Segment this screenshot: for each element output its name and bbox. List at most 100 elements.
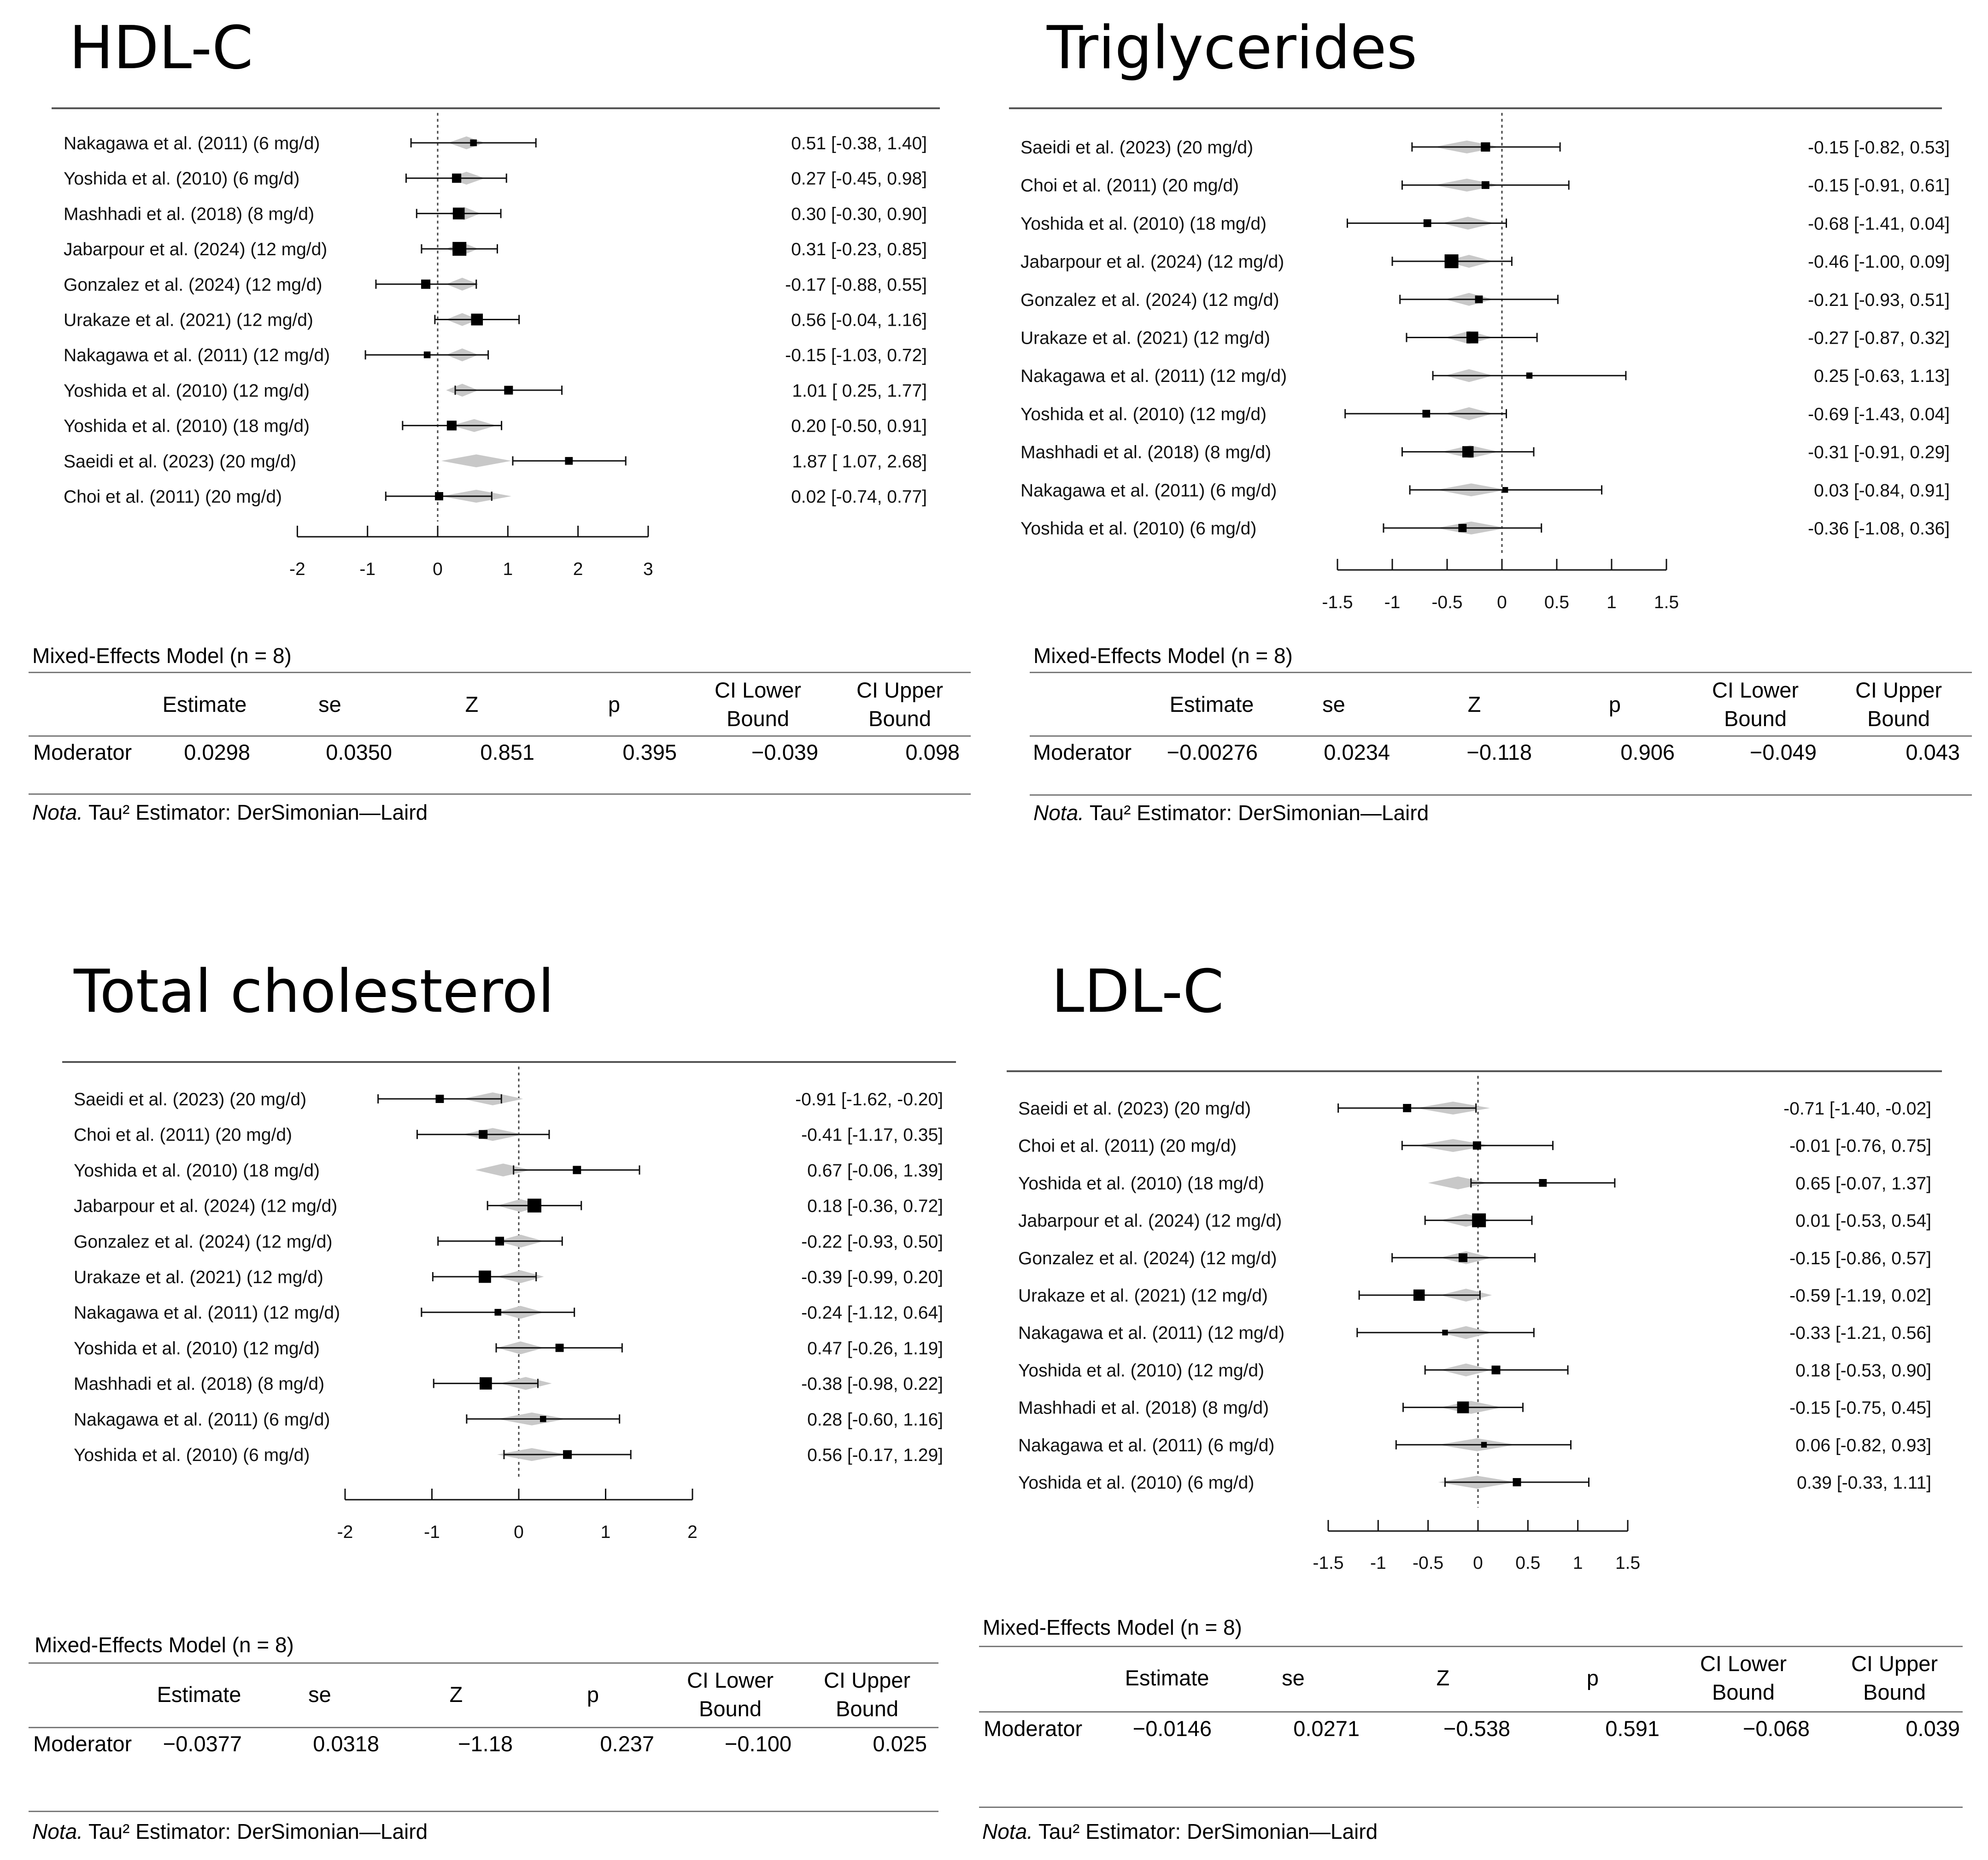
x-tick-label: 1.5 — [1615, 1553, 1640, 1573]
study-ci-text: -0.01 [-0.76, 0.75] — [1789, 1136, 1931, 1156]
study-ci-text: 0.67 [-0.06, 1.39] — [807, 1161, 943, 1180]
header-p: p — [1608, 692, 1621, 716]
table-note: Nota. Tau² Estimator: DerSimonian—Laird — [982, 1819, 1378, 1844]
value-z: −0.538 — [1443, 1716, 1510, 1741]
point-estimate — [563, 1450, 572, 1459]
point-estimate — [435, 1095, 444, 1103]
point-estimate — [1422, 410, 1431, 418]
header-ci-upper: CI Upper — [856, 678, 944, 702]
header-z: Z — [449, 1682, 463, 1707]
note-text: Tau² Estimator: DerSimonian—Laird — [88, 800, 428, 824]
study-ci-text: -0.15 [-0.91, 0.61] — [1808, 176, 1950, 196]
note-label: Nota. — [32, 1819, 83, 1843]
study-ci-text: 0.51 [-0.38, 1.40] — [791, 134, 927, 153]
panel-triglycerides: Triglycerides Saeidi et al. (2023) (20 m… — [994, 0, 1988, 930]
header-estimate: Estimate — [1125, 1666, 1209, 1690]
study-ci-text: -0.71 [-1.40, -0.02] — [1783, 1099, 1931, 1119]
study-label: Urakaze et al. (2021) (12 mg/d) — [74, 1267, 323, 1287]
point-estimate — [504, 386, 513, 395]
point-estimate — [565, 457, 573, 465]
model-title: Mixed-Effects Model (n = 8) — [983, 1615, 1242, 1639]
study-ci-text: -0.36 [-1.08, 0.36] — [1808, 519, 1950, 539]
study-label: Gonzalez et al. (2024) (12 mg/d) — [1018, 1249, 1277, 1268]
study-ci-text: 1.87 [ 1.07, 2.68] — [792, 452, 927, 471]
table-header: Estimate se Z p CI Lower Bound CI Upper … — [0, 1666, 994, 1725]
panel-hdl-c: HDL-C Nakagawa et al. (2011) (6 mg/d) 0.5… — [0, 0, 994, 930]
x-tick-label: 0.5 — [1544, 593, 1569, 612]
x-tick-label: -1 — [359, 559, 375, 579]
point-estimate — [479, 1130, 488, 1139]
value-ci-lower: −0.068 — [1742, 1716, 1810, 1741]
value-p: 0.395 — [622, 740, 677, 764]
point-estimate — [1513, 1478, 1521, 1486]
point-estimate — [527, 1198, 541, 1213]
study-label: Yoshida et al. (2010) (12 mg/d) — [1018, 1361, 1264, 1380]
study-label: Nakagawa et al. (2011) (6 mg/d) — [64, 134, 320, 153]
table-rule-bottom — [979, 1807, 1963, 1808]
note-text: Tau² Estimator: DerSimonian—Laird — [1038, 1819, 1378, 1843]
row-label: Moderator — [984, 1716, 1083, 1741]
study-ci-text: 0.56 [-0.04, 1.16] — [791, 311, 927, 330]
note-label: Nota. — [982, 1819, 1033, 1843]
point-estimate — [452, 173, 462, 183]
x-tick-label: 1 — [601, 1522, 611, 1542]
study-label: Saeidi et al. (2023) (20 mg/d) — [1020, 138, 1253, 158]
study-label: Gonzalez et al. (2024) (12 mg/d) — [1020, 290, 1279, 310]
value-z: −0.118 — [1466, 740, 1532, 764]
table-rule-mid — [29, 735, 971, 737]
study-label: Jabarpour et al. (2024) (12 mg/d) — [64, 240, 327, 259]
table-rule-top — [29, 1662, 938, 1664]
header-ci-lower: CI Lower — [1712, 678, 1799, 702]
row-label: Moderator — [33, 740, 132, 764]
study-label: Jabarpour et al. (2024) (12 mg/d) — [74, 1197, 337, 1216]
x-tick-label: -0.5 — [1413, 1553, 1443, 1573]
point-estimate — [471, 313, 483, 326]
study-label: Urakaze et al. (2021) (12 mg/d) — [1020, 329, 1270, 348]
study-label: Nakagawa et al. (2011) (12 mg/d) — [1018, 1323, 1284, 1343]
value-se: 0.0318 — [313, 1731, 379, 1756]
header-ci-lower: CI Lower — [686, 1668, 774, 1692]
note-label: Nota. — [1033, 801, 1084, 825]
study-ci-text: 1.01 [ 0.25, 1.77] — [792, 381, 927, 401]
header-z: Z — [1467, 692, 1481, 716]
study-ci-text: 0.06 [-0.82, 0.93] — [1795, 1436, 1931, 1455]
study-label: Choi et al. (2011) (20 mg/d) — [74, 1125, 292, 1145]
study-ci-text: 0.02 [-0.74, 0.77] — [791, 487, 927, 507]
study-ci-text: 0.30 [-0.30, 0.90] — [791, 204, 927, 224]
header-z: Z — [465, 692, 479, 716]
table-row-moderator: Moderator −0.0146 0.0271 −0.538 0.591 −0… — [984, 1714, 1988, 1746]
study-ci-text: -0.38 [-0.98, 0.22] — [801, 1374, 943, 1394]
point-estimate — [421, 279, 431, 289]
predicted-diamond — [441, 454, 511, 468]
panel-title: HDL-C — [69, 14, 253, 82]
study-ci-text: -0.24 [-1.12, 0.64] — [801, 1303, 943, 1323]
point-estimate — [1457, 1401, 1469, 1414]
header-p: p — [1586, 1666, 1599, 1690]
table-rule-top — [1030, 672, 1972, 673]
point-estimate — [1481, 142, 1490, 152]
point-estimate — [1466, 331, 1478, 344]
x-tick-label: -2 — [289, 559, 305, 579]
predicted-diamond — [475, 1163, 531, 1177]
x-tick-label: 1 — [1573, 1553, 1583, 1573]
study-ci-text: -0.46 [-1.00, 0.09] — [1808, 252, 1950, 272]
study-ci-text: 0.18 [-0.36, 0.72] — [807, 1197, 943, 1216]
header-p: p — [586, 1682, 599, 1707]
study-ci-text: 0.28 [-0.60, 1.16] — [807, 1410, 943, 1430]
study-label: Gonzalez et al. (2024) (12 mg/d) — [64, 275, 322, 295]
note-text: Tau² Estimator: DerSimonian—Laird — [88, 1819, 428, 1843]
study-ci-text: -0.22 [-0.93, 0.50] — [801, 1232, 943, 1252]
table-rule-mid — [979, 1711, 1963, 1713]
value-p: 0.237 — [600, 1731, 654, 1756]
header-ci-lower: CI Lower — [714, 678, 802, 702]
table-rule-top — [29, 672, 971, 673]
point-estimate — [495, 1237, 504, 1246]
value-ci-upper: 0.098 — [905, 740, 960, 764]
x-tick-label: 3 — [643, 559, 653, 579]
header-ci-upper-bound: Bound — [836, 1696, 898, 1721]
study-label: Jabarpour et al. (2024) (12 mg/d) — [1018, 1211, 1282, 1231]
value-estimate: −0.0146 — [1132, 1716, 1212, 1741]
study-ci-text: -0.15 [-0.75, 0.45] — [1789, 1398, 1931, 1418]
value-ci-upper: 0.025 — [873, 1731, 927, 1756]
table-row-moderator: Moderator −0.00276 0.0234 −0.118 0.906 −… — [994, 738, 1988, 770]
